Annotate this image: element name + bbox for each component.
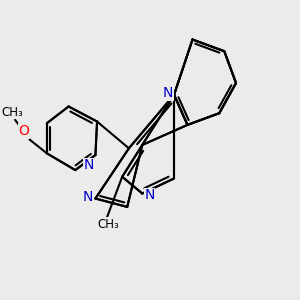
Text: N: N [163,86,173,100]
Text: N: N [83,190,93,204]
Text: O: O [19,124,29,138]
Text: N: N [145,188,155,202]
Text: CH₃: CH₃ [1,106,23,119]
Text: CH₃: CH₃ [98,218,119,231]
Text: N: N [83,158,94,172]
